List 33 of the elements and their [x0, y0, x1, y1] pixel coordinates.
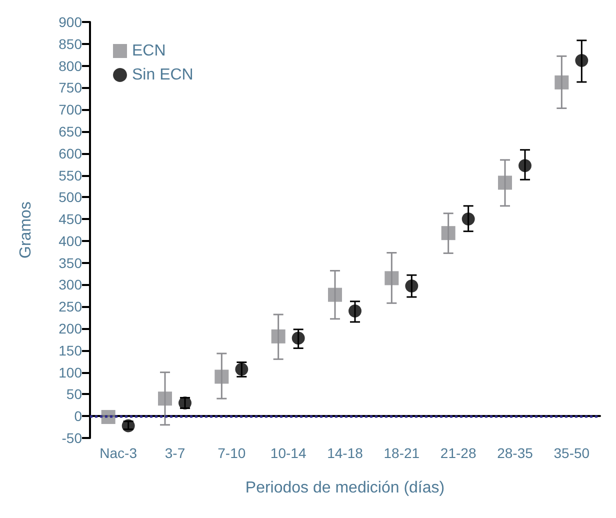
- x-axis-title: Periodos de medición (días): [245, 480, 445, 496]
- x-tick-label: 7-10: [218, 445, 246, 461]
- y-tick-label: 250: [58, 298, 82, 315]
- x-tick-label: 14-18: [327, 445, 364, 461]
- y-tick-label: 450: [58, 211, 82, 228]
- y-tick-label: 150: [58, 342, 82, 358]
- legend-label: ECN: [132, 42, 166, 60]
- x-tick-label: 28-35: [497, 445, 534, 461]
- y-tick-label: 350: [58, 254, 82, 271]
- legend-label: Sin ECN: [132, 66, 194, 84]
- y-tick-label: 400: [58, 232, 82, 249]
- y-tick-label: 750: [58, 80, 82, 96]
- y-tick-label: 100: [58, 364, 82, 380]
- y-tick-label: 200: [58, 320, 82, 337]
- y-tick-label: 700: [58, 102, 82, 118]
- y-axis-title: Gramos: [18, 202, 34, 258]
- y-tick-label: 500: [58, 189, 82, 206]
- y-tick-label: 800: [58, 58, 82, 74]
- y-tick-label: 50: [66, 386, 82, 402]
- x-tick-label: 35-50: [554, 445, 590, 461]
- y-tick-label: 550: [58, 167, 82, 184]
- x-tick-label: 3-7: [164, 445, 186, 461]
- x-tick-label: 21-28: [440, 445, 476, 461]
- y-tick-label: 650: [58, 123, 82, 140]
- y-tick-label: 850: [58, 36, 82, 52]
- x-tick-label: 10-14: [270, 445, 306, 461]
- y-tick-label: 0: [74, 408, 82, 424]
- y-tick-label: 600: [58, 145, 82, 162]
- y-tick-label: 900: [58, 14, 82, 30]
- x-tick-label: 18-21: [384, 445, 420, 461]
- y-tick-label: -50: [62, 430, 82, 446]
- x-tick-label: Nac-3: [100, 445, 138, 461]
- y-tick-label: 300: [58, 276, 82, 293]
